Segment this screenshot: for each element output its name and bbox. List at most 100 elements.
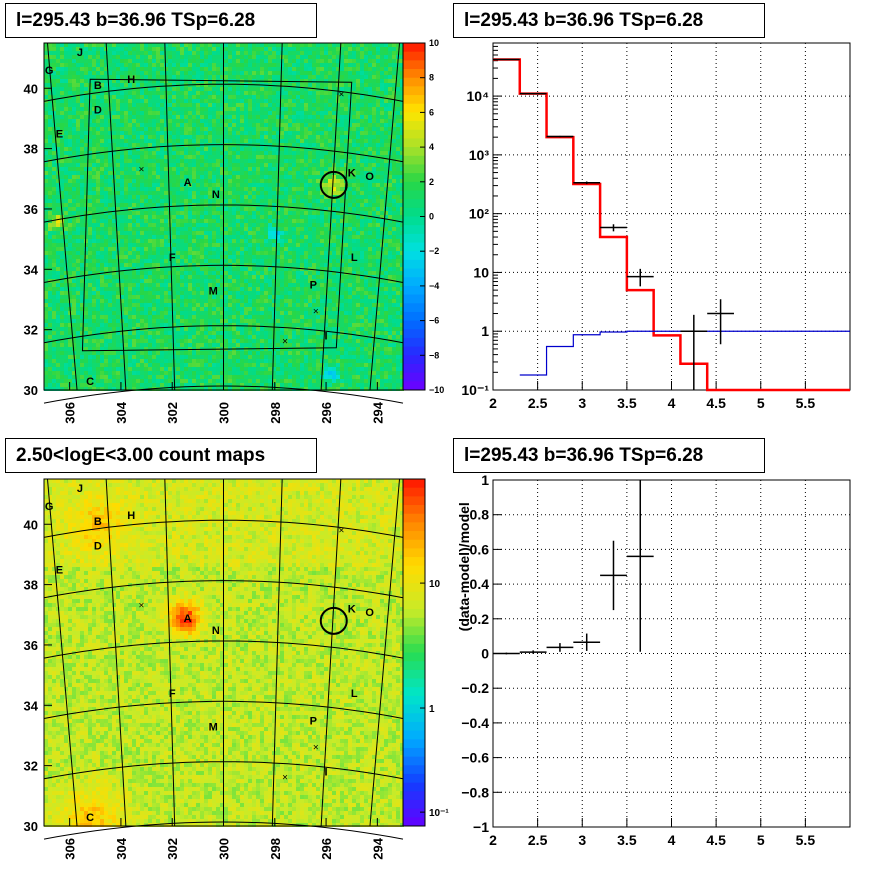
map-pixel <box>252 151 256 155</box>
map-pixel <box>328 115 332 119</box>
map-pixel <box>136 155 140 159</box>
map-pixel <box>188 131 192 135</box>
map-pixel <box>332 207 336 211</box>
map-pixel <box>208 99 212 103</box>
map-pixel <box>196 71 200 75</box>
map-pixel <box>172 223 176 227</box>
map-pixel <box>136 159 140 163</box>
map-pixel <box>364 63 368 67</box>
map-pixel <box>140 103 144 107</box>
map-pixel <box>296 223 300 227</box>
map-pixel <box>224 211 228 215</box>
map-pixel <box>108 247 112 251</box>
map-pixel <box>48 167 52 171</box>
map-pixel <box>80 231 84 235</box>
map-pixel <box>68 243 72 247</box>
map-pixel <box>76 107 80 111</box>
map-pixel <box>332 75 336 79</box>
map-pixel <box>360 163 364 167</box>
map-pixel <box>104 263 108 267</box>
map-pixel <box>104 259 108 263</box>
map-pixel <box>52 199 56 203</box>
map-pixel <box>52 175 56 179</box>
map-pixel <box>108 259 112 263</box>
map-pixel <box>352 43 356 47</box>
map-pixel <box>120 83 124 87</box>
map-pixel <box>48 183 52 187</box>
map-pixel <box>112 43 116 47</box>
map-pixel <box>348 187 352 191</box>
map-pixel <box>140 179 144 183</box>
map-pixel <box>288 203 292 207</box>
map-pixel <box>192 135 196 139</box>
map-pixel <box>308 223 312 227</box>
map-pixel <box>48 171 52 175</box>
map-pixel <box>52 51 56 55</box>
map-pixel <box>92 167 96 171</box>
map-pixel <box>340 139 344 143</box>
map-pixel <box>44 83 48 87</box>
map-pixel <box>216 163 220 167</box>
map-pixel <box>360 187 364 191</box>
map-pixel <box>120 115 124 119</box>
map-pixel <box>360 79 364 83</box>
map-pixel <box>116 43 120 47</box>
map-pixel <box>372 47 376 51</box>
map-pixel <box>340 235 344 239</box>
map-pixel <box>316 91 320 95</box>
map-pixel <box>308 103 312 107</box>
map-pixel <box>200 43 204 47</box>
map-pixel <box>276 63 280 67</box>
map-pixel <box>288 87 292 91</box>
map-pixel <box>268 139 272 143</box>
map-pixel <box>344 247 348 251</box>
map-pixel <box>268 119 272 123</box>
map-pixel <box>264 47 268 51</box>
map-pixel <box>128 131 132 135</box>
map-pixel <box>364 43 368 47</box>
map-pixel <box>308 211 312 215</box>
map-pixel <box>140 107 144 111</box>
map-pixel <box>244 51 248 55</box>
map-pixel <box>116 99 120 103</box>
map-pixel <box>340 207 344 211</box>
map-pixel <box>348 223 352 227</box>
map-pixel <box>312 111 316 115</box>
map-pixel <box>88 231 92 235</box>
map-pixel <box>224 147 228 151</box>
map-pixel <box>172 207 176 211</box>
map-pixel <box>368 195 372 199</box>
map-pixel <box>292 243 296 247</box>
map-pixel <box>144 71 148 75</box>
map-pixel <box>312 63 316 67</box>
map-pixel <box>360 51 364 55</box>
map-pixel <box>340 203 344 207</box>
map-pixel <box>192 159 196 163</box>
map-pixel <box>228 235 232 239</box>
map-pixel <box>204 99 208 103</box>
map-pixel <box>336 139 340 143</box>
map-pixel <box>104 87 108 91</box>
map-pixel <box>152 111 156 115</box>
map-pixel <box>84 55 88 59</box>
map-pixel <box>160 251 164 255</box>
map-pixel <box>324 251 328 255</box>
map-pixel <box>360 231 364 235</box>
map-pixel <box>256 43 260 47</box>
map-pixel <box>52 171 56 175</box>
map-pixel <box>136 111 140 115</box>
map-pixel <box>196 235 200 239</box>
map-pixel <box>116 75 120 79</box>
map-pixel <box>344 227 348 231</box>
map-pixel <box>228 191 232 195</box>
map-pixel <box>224 215 228 219</box>
map-pixel <box>148 115 152 119</box>
map-pixel <box>300 99 304 103</box>
map-pixel <box>200 75 204 79</box>
map-pixel <box>124 235 128 239</box>
map-pixel <box>196 215 200 219</box>
map-pixel <box>284 75 288 79</box>
map-pixel <box>156 175 160 179</box>
map-pixel <box>48 203 52 207</box>
map-pixel <box>268 63 272 67</box>
